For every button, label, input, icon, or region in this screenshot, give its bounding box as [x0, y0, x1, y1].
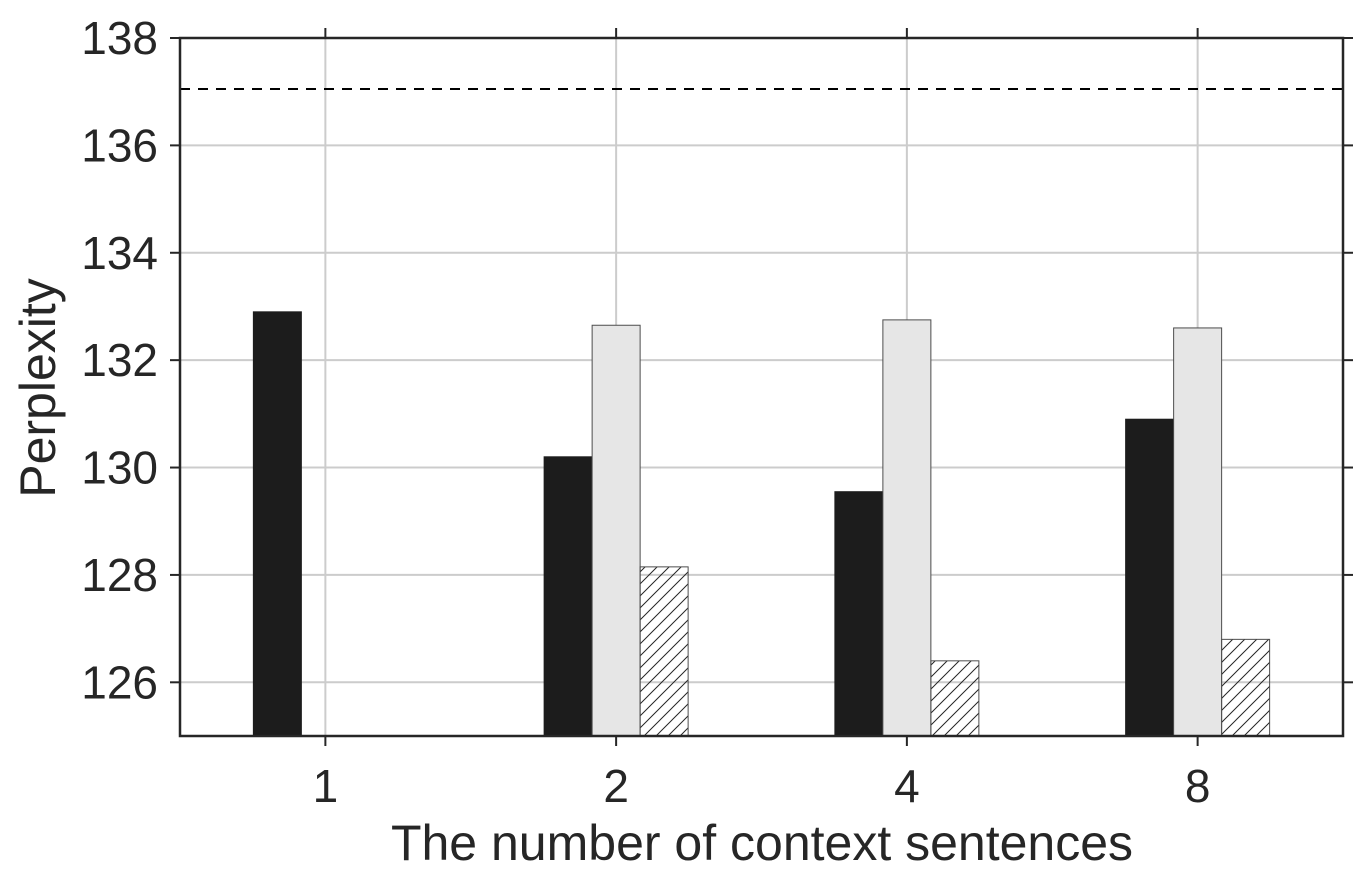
y-tick-label: 126	[81, 656, 158, 708]
bar-series-2-2	[591, 324, 641, 737]
axes	[170, 28, 1353, 746]
y-tick-label: 132	[81, 334, 158, 386]
bar-series-1-8	[1125, 418, 1175, 737]
x-tick-label: 2	[603, 760, 629, 812]
bar-series-3-4	[930, 660, 980, 737]
x-tick-label: 1	[313, 760, 339, 812]
x-tick-label: 4	[894, 760, 920, 812]
y-tick-label: 138	[81, 12, 158, 64]
bar-series-3-2	[639, 566, 689, 737]
tick-labels: 126 128 130 132 134 136 138 1 2 4 8	[81, 12, 1210, 812]
y-axis-label: Perplexity	[10, 278, 66, 498]
bar-series-1-4	[834, 491, 884, 737]
y-tick-label: 134	[81, 227, 158, 279]
plot-frame	[178, 36, 1345, 738]
bar-series-3-8	[1221, 638, 1271, 737]
x-tick-label: 8	[1185, 760, 1211, 812]
bar-series-2-8	[1173, 327, 1223, 737]
bars	[252, 311, 1271, 737]
y-tick-label: 128	[81, 549, 158, 601]
y-tick-label: 136	[81, 119, 158, 171]
bar-series-1-1	[252, 311, 302, 737]
bar-series-1-2	[543, 456, 593, 737]
y-tick-label: 130	[81, 442, 158, 494]
bar-series-2-4	[882, 319, 932, 737]
x-axis-label: The number of context sentences	[391, 815, 1133, 871]
